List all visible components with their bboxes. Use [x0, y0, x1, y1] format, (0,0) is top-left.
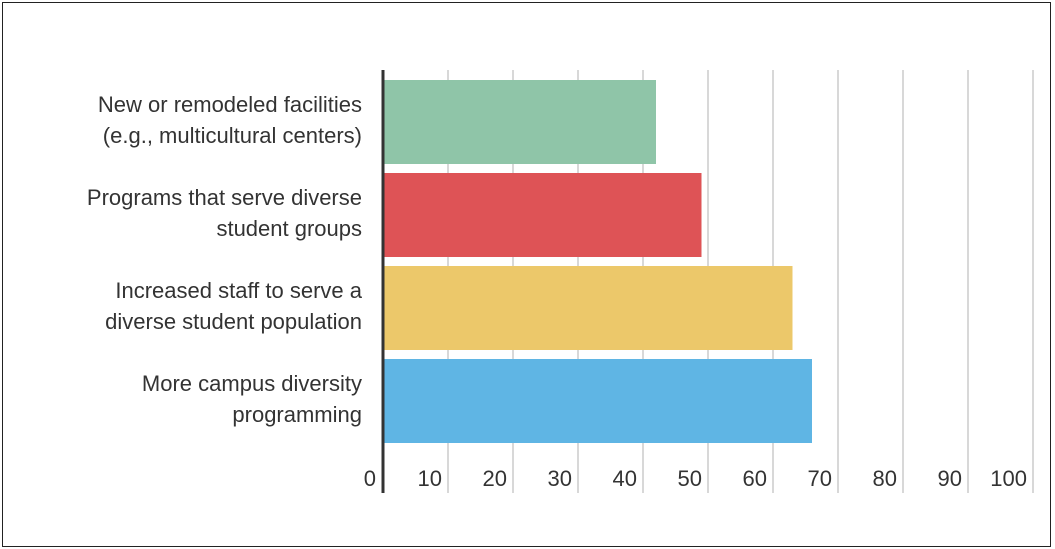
category-label-line: Programs that serve diverse — [87, 185, 362, 210]
bar — [383, 173, 702, 257]
x-tick-label: 10 — [418, 466, 442, 491]
x-tick-label: 40 — [613, 466, 637, 491]
category-label-line: (e.g., multicultural centers) — [103, 123, 362, 148]
x-tick-label: 30 — [548, 466, 572, 491]
bar — [383, 266, 793, 350]
category-label: Programs that serve diverse student group… — [87, 185, 362, 241]
category-label: New or remodeled facilities (e.g., multic… — [98, 92, 362, 148]
x-tick-label: 100 — [990, 466, 1027, 491]
x-tick-label: 50 — [678, 466, 702, 491]
x-tick-label: 70 — [808, 466, 832, 491]
x-tick-label: 90 — [938, 466, 962, 491]
category-label-line: Increased staff to serve a — [115, 278, 362, 303]
x-tick-label: 20 — [483, 466, 507, 491]
category-label-line: More campus diversity — [142, 371, 362, 396]
x-tick-label: 60 — [743, 466, 767, 491]
bar — [383, 80, 656, 164]
category-label-line: programming — [232, 402, 362, 427]
category-label-line: student groups — [216, 216, 362, 241]
category-label-line: New or remodeled facilities — [98, 92, 362, 117]
category-label-line: diverse student population — [105, 309, 362, 334]
x-tick-label: 0 — [364, 466, 376, 491]
category-label: More campus diversity programming — [142, 371, 362, 427]
x-tick-label: 80 — [873, 466, 897, 491]
bar — [383, 359, 812, 443]
category-label: Increased staff to serve a diverse studen… — [105, 278, 363, 334]
